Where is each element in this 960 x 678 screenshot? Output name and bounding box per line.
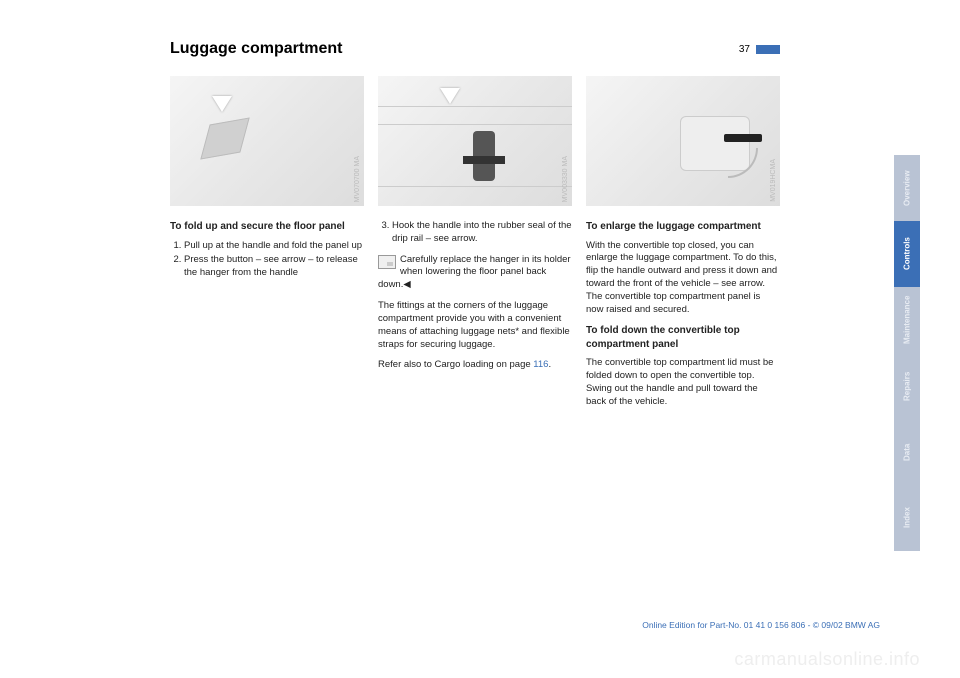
tab-index[interactable]: Index <box>894 485 920 551</box>
column-3: MV019HCMA To enlarge the luggage compart… <box>586 76 780 417</box>
column-1: MV070700 MA To fold up and secure the fl… <box>170 76 364 417</box>
tab-controls[interactable]: Controls <box>894 221 920 287</box>
illustration-2: MV003330 MA <box>378 76 572 206</box>
illus-id-1: MV070700 MA <box>353 156 362 202</box>
col2-steps: Hook the handle into the rubber seal of … <box>378 220 572 246</box>
note-icon <box>378 255 396 269</box>
tab-maintenance[interactable]: Maintenance <box>894 287 920 353</box>
col3-para1: With the convertible top closed, you can… <box>586 240 780 317</box>
page-number: 37 <box>739 44 750 55</box>
page-header: Luggage compartment 37 <box>170 40 780 58</box>
list-item: Pull up at the handle and fold the panel… <box>184 240 364 253</box>
list-item: Press the button – see arrow – to releas… <box>184 254 364 280</box>
page-title: Luggage compartment <box>170 40 739 58</box>
tab-overview[interactable]: Overview <box>894 155 920 221</box>
side-tabs: Overview Controls Maintenance Repairs Da… <box>894 155 920 551</box>
page-link[interactable]: 116 <box>533 359 548 370</box>
list-item: Hook the handle into the rubber seal of … <box>392 220 572 246</box>
illustration-1: MV070700 MA <box>170 76 364 206</box>
col1-subhead: To fold up and secure the floor panel <box>170 220 364 234</box>
col3-para2: The convertible top compartment lid must… <box>586 357 780 408</box>
col2-para1: The fittings at the corners of the lugga… <box>378 300 572 351</box>
column-2: MV003330 MA Hook the handle into the rub… <box>378 76 572 417</box>
tab-repairs[interactable]: Repairs <box>894 353 920 419</box>
col1-steps: Pull up at the handle and fold the panel… <box>170 240 364 280</box>
tab-data[interactable]: Data <box>894 419 920 485</box>
illus-id-2: MV003330 MA <box>561 156 570 202</box>
end-mark: ◀ <box>403 279 410 290</box>
page-marker <box>756 45 780 54</box>
illustration-3: MV019HCMA <box>586 76 780 206</box>
col3-subhead1: To enlarge the luggage compartment <box>586 220 780 234</box>
col3-subhead2: To fold down the convertible top compart… <box>586 324 780 351</box>
content-columns: MV070700 MA To fold up and secure the fl… <box>170 76 780 417</box>
col2-note: Carefully replace the hanger in its hold… <box>378 254 572 292</box>
col2-para2: Refer also to Cargo loading on page 116. <box>378 359 572 372</box>
illus-id-3: MV019HCMA <box>769 159 778 202</box>
footer-text: Online Edition for Part-No. 01 41 0 156 … <box>642 620 880 630</box>
watermark: carmanualsonline.info <box>734 649 920 670</box>
